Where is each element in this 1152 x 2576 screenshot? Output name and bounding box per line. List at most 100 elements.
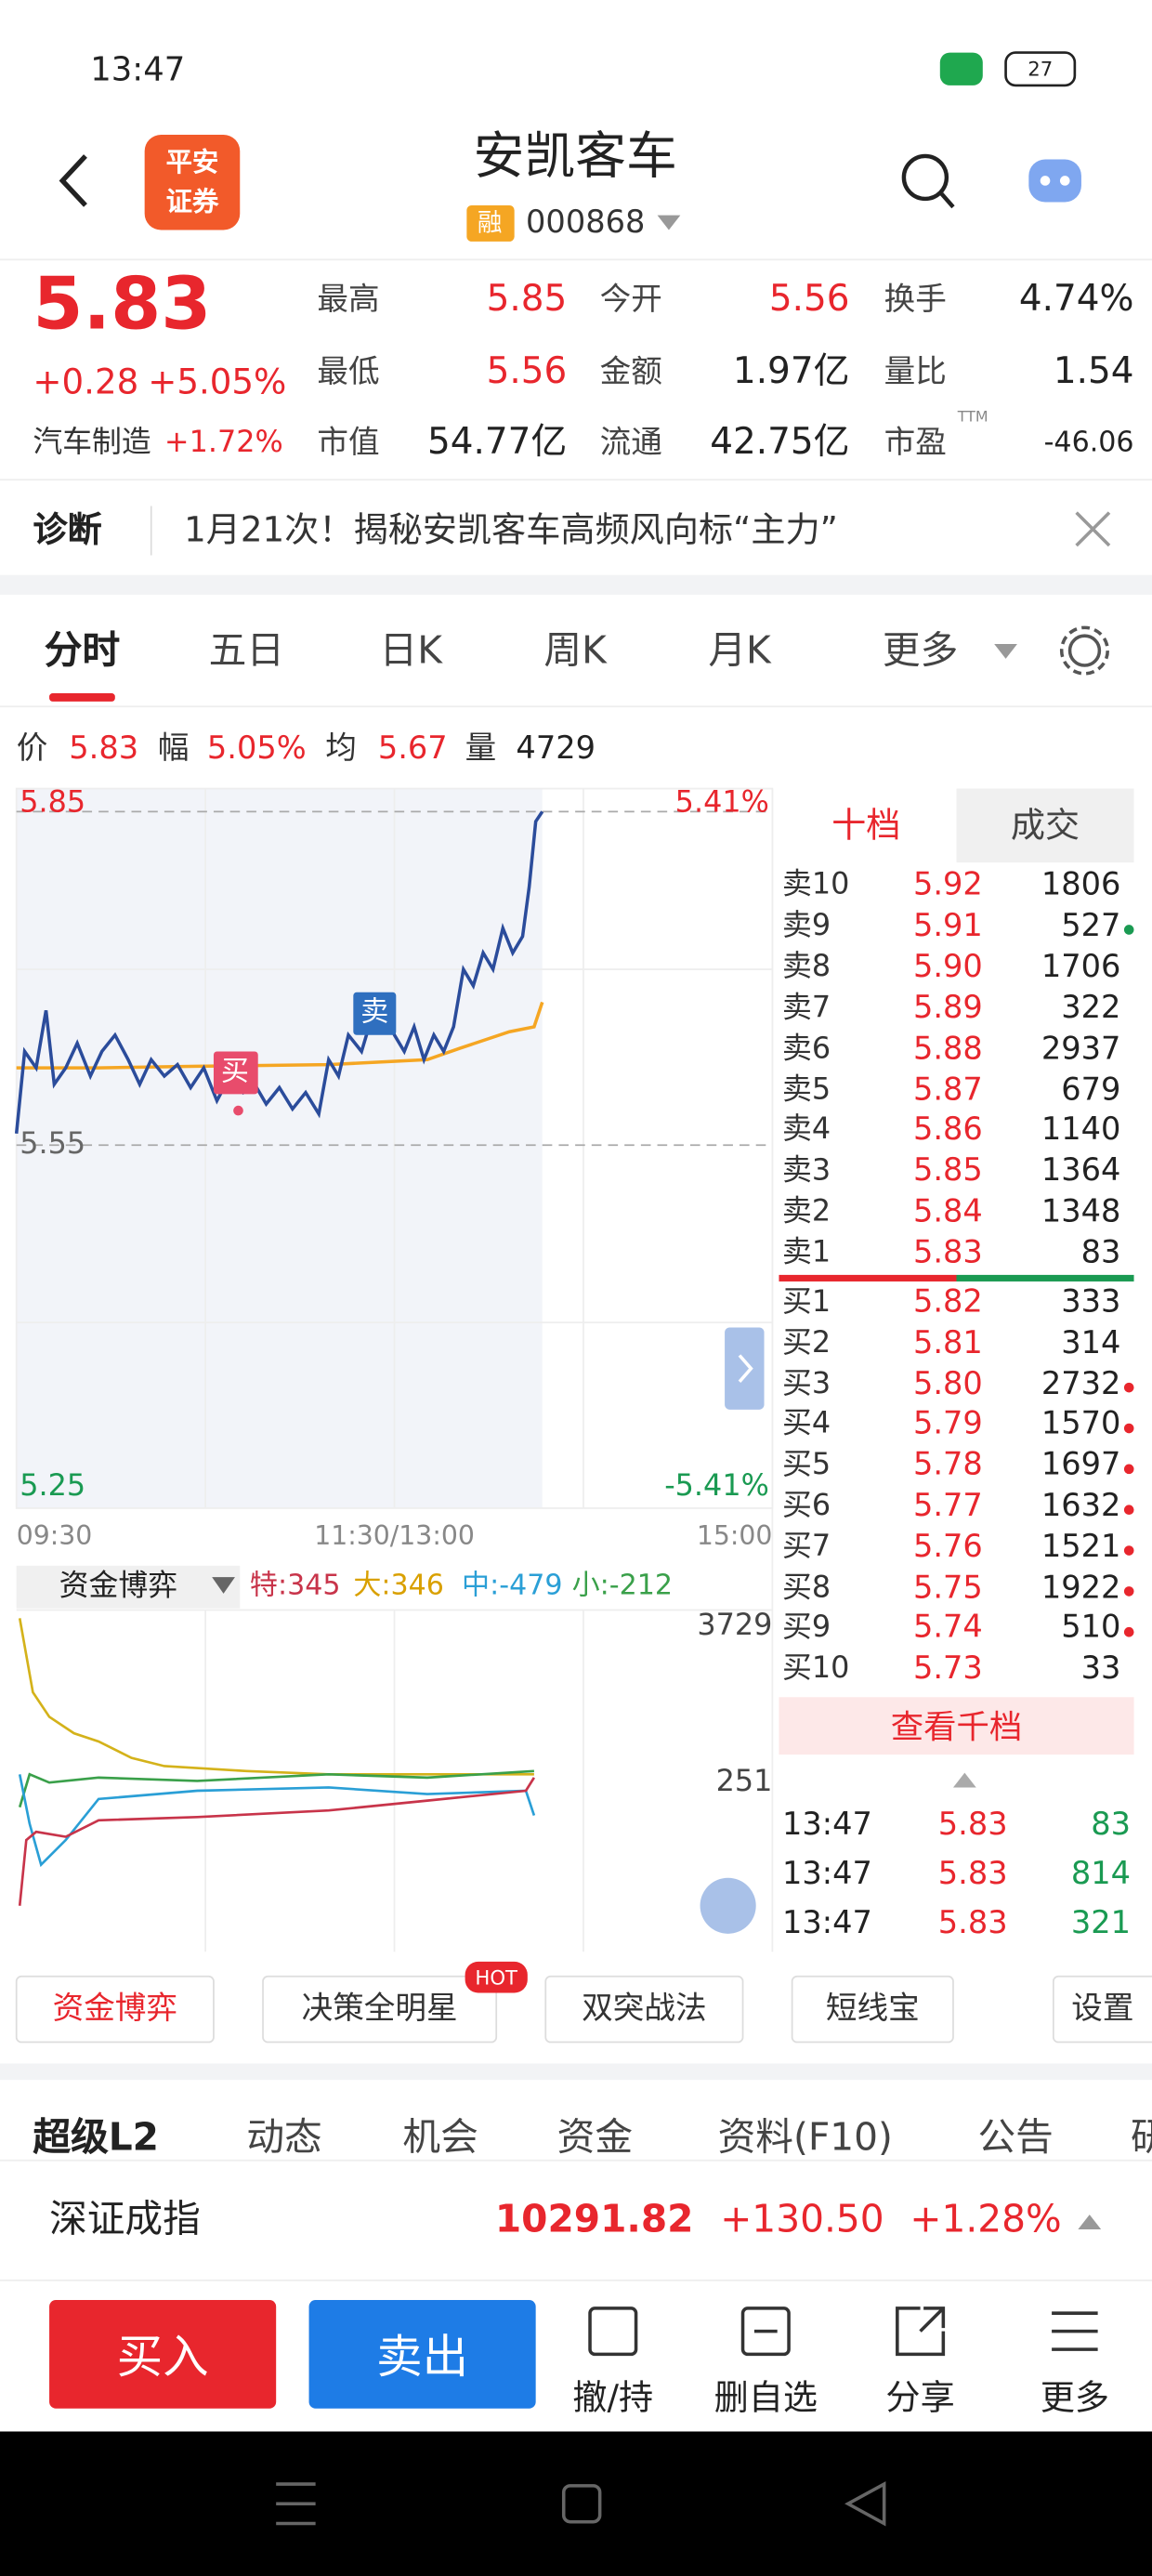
stat-value: 5.85 [486, 279, 568, 321]
stat-label: 今开 [599, 282, 662, 319]
chart-shade [16, 788, 543, 1508]
expand[interactable] [1078, 2215, 1102, 2230]
notice-label: 诊断 [33, 509, 102, 550]
stock-name: 安凯客车 [473, 127, 677, 187]
fund-line [18, 1777, 536, 1906]
battery [1004, 51, 1077, 87]
axis-label: 251 [715, 1764, 773, 1799]
icon[interactable] [896, 2307, 946, 2357]
index-bar[interactable] [0, 2160, 1152, 2276]
tool-btn[interactable] [1052, 1975, 1152, 2044]
arrow [738, 1354, 753, 1383]
stat-label: 市值 [317, 425, 380, 461]
badge: 融 [477, 207, 503, 238]
price-line [14, 810, 544, 1135]
more-bg[interactable] [779, 1697, 1134, 1755]
dropdown[interactable] [657, 215, 681, 230]
ask-volume: 1364 [1041, 1152, 1121, 1189]
ask-label: 卖7 [781, 990, 831, 1025]
search-icon[interactable] [939, 192, 955, 209]
back-icon[interactable] [59, 154, 87, 207]
ask-label: 卖10 [781, 867, 850, 902]
hot-badge [465, 1961, 528, 1993]
ask-volume: 679 [1061, 1071, 1121, 1108]
buy-button[interactable] [49, 2300, 277, 2409]
stat-value: 1.97亿 [732, 351, 850, 393]
dot [1123, 1626, 1134, 1637]
nav-menu[interactable] [276, 2482, 316, 2526]
logo [144, 134, 241, 230]
ask-volume: 83 [1080, 1234, 1121, 1271]
ask-price: 5.85 [912, 1152, 983, 1189]
icon[interactable] [588, 2307, 638, 2357]
info-label: 量 [465, 729, 497, 767]
dot [1123, 925, 1134, 935]
tab: 更多 [882, 629, 959, 673]
bid-label: 买8 [781, 1570, 831, 1605]
tool-btn[interactable] [544, 1975, 744, 2044]
trade-price: 5.83 [937, 1904, 1008, 1941]
ask-label: 卖2 [781, 1194, 831, 1229]
trade-volume: 321 [1070, 1904, 1132, 1941]
stat-label: 最低 [317, 353, 380, 390]
index-pct: +1.28% [910, 2199, 1062, 2242]
icon[interactable] [740, 2307, 791, 2357]
bid-volume: 314 [1061, 1324, 1121, 1361]
fullscreen-icon[interactable] [700, 1877, 756, 1934]
bid-price: 5.73 [912, 1650, 983, 1688]
axis-label: 5.25 [20, 1468, 86, 1504]
robot-eye [1040, 176, 1051, 186]
icon[interactable] [1052, 2311, 1098, 2351]
book-split [956, 1274, 1134, 1281]
nav-back[interactable] [844, 2481, 886, 2527]
nav-bar [0, 2431, 1152, 2576]
ask-volume: 1348 [1041, 1193, 1121, 1230]
action-label: 撤/持 [572, 2378, 654, 2418]
info-label: 幅 [157, 729, 190, 767]
tool: 短线宝 [825, 1990, 920, 2027]
robot-icon[interactable] [1028, 159, 1081, 203]
ask-price: 5.86 [912, 1111, 983, 1149]
tool: 双突战法 [582, 1990, 707, 2027]
ask-volume: 2937 [1041, 1030, 1121, 1067]
info-value: 4729 [516, 729, 596, 767]
ask-price: 5.83 [912, 1234, 983, 1271]
info-label: 价 [16, 729, 48, 767]
bid-label: 买4 [781, 1407, 831, 1442]
settings-icon[interactable] [1067, 634, 1102, 667]
fund-selector[interactable] [16, 1565, 241, 1609]
expand-tab[interactable] [725, 1327, 765, 1410]
bid-label: 买6 [781, 1488, 831, 1523]
logo-text: 平安 [165, 146, 219, 177]
stat-label: 最高 [317, 282, 380, 319]
tool-btn[interactable] [262, 1975, 498, 2044]
robot-eye [1059, 176, 1070, 186]
trade-time: 13:47 [781, 1904, 872, 1941]
ask-label: 卖9 [781, 908, 831, 943]
buy-marker [213, 1051, 258, 1095]
dropdown[interactable] [994, 644, 1017, 659]
ask-label: 卖1 [781, 1235, 831, 1270]
nav-home[interactable] [561, 2484, 602, 2524]
bid-label: 买10 [781, 1651, 850, 1687]
sell-button[interactable] [308, 2300, 536, 2409]
tool-btn[interactable] [791, 1975, 954, 2044]
sub-tab: 研 [1131, 2120, 1152, 2158]
search-icon[interactable] [901, 153, 949, 202]
info-label: 均 [325, 729, 357, 767]
collapse[interactable] [952, 1772, 976, 1788]
tab-bg[interactable] [956, 788, 1134, 863]
tool: 决策全明星 [301, 1990, 458, 2027]
stat-value: 5.56 [768, 279, 850, 321]
sell-marker [353, 992, 397, 1035]
action-label: 删自选 [713, 2378, 818, 2418]
tool-btn[interactable] [15, 1975, 215, 2044]
dot [1123, 1505, 1134, 1516]
bid-volume: 333 [1061, 1283, 1121, 1321]
close-icon[interactable] [1075, 511, 1111, 547]
bid-price: 5.80 [912, 1365, 983, 1402]
time-label: 11:30/13:00 [314, 1519, 475, 1551]
grid [16, 788, 773, 1508]
